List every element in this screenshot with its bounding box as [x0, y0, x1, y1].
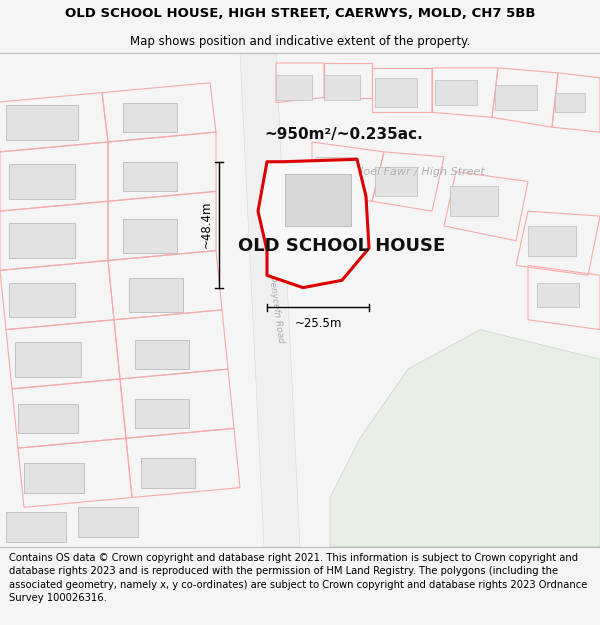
Polygon shape — [78, 508, 138, 537]
Polygon shape — [129, 278, 183, 312]
Polygon shape — [135, 399, 189, 428]
Polygon shape — [375, 167, 417, 196]
Polygon shape — [9, 282, 75, 318]
Polygon shape — [123, 219, 177, 253]
Polygon shape — [240, 53, 300, 547]
Polygon shape — [135, 339, 189, 369]
Polygon shape — [24, 463, 84, 492]
Polygon shape — [528, 226, 576, 256]
Text: OLD SCHOOL HOUSE: OLD SCHOOL HOUSE — [238, 237, 446, 255]
Polygon shape — [6, 105, 78, 139]
Polygon shape — [18, 404, 78, 433]
Polygon shape — [6, 512, 66, 542]
Text: Penycefn Road: Penycefn Road — [267, 276, 285, 344]
Polygon shape — [285, 174, 351, 226]
Polygon shape — [435, 80, 477, 105]
Polygon shape — [375, 78, 417, 108]
Polygon shape — [324, 76, 360, 100]
Polygon shape — [9, 164, 75, 199]
Text: ~950m²/~0.235ac.: ~950m²/~0.235ac. — [264, 127, 423, 142]
Polygon shape — [15, 342, 81, 376]
Polygon shape — [141, 458, 195, 488]
Text: OLD SCHOOL HOUSE, HIGH STREET, CAERWYS, MOLD, CH7 5BB: OLD SCHOOL HOUSE, HIGH STREET, CAERWYS, … — [65, 7, 535, 20]
Text: Hoel Fawr / High Street: Hoel Fawr / High Street — [355, 167, 485, 177]
Text: ~48.4m: ~48.4m — [200, 201, 213, 249]
Text: ~25.5m: ~25.5m — [295, 318, 341, 330]
Polygon shape — [330, 329, 600, 547]
Text: Map shows position and indicative extent of the property.: Map shows position and indicative extent… — [130, 35, 470, 48]
Polygon shape — [123, 102, 177, 132]
Polygon shape — [537, 282, 579, 308]
Polygon shape — [315, 157, 357, 186]
Polygon shape — [555, 92, 585, 112]
Polygon shape — [9, 224, 75, 258]
Text: Contains OS data © Crown copyright and database right 2021. This information is : Contains OS data © Crown copyright and d… — [9, 553, 587, 602]
Polygon shape — [495, 85, 537, 110]
Polygon shape — [450, 186, 498, 216]
Polygon shape — [276, 76, 312, 100]
Polygon shape — [123, 162, 177, 191]
Polygon shape — [258, 159, 369, 288]
